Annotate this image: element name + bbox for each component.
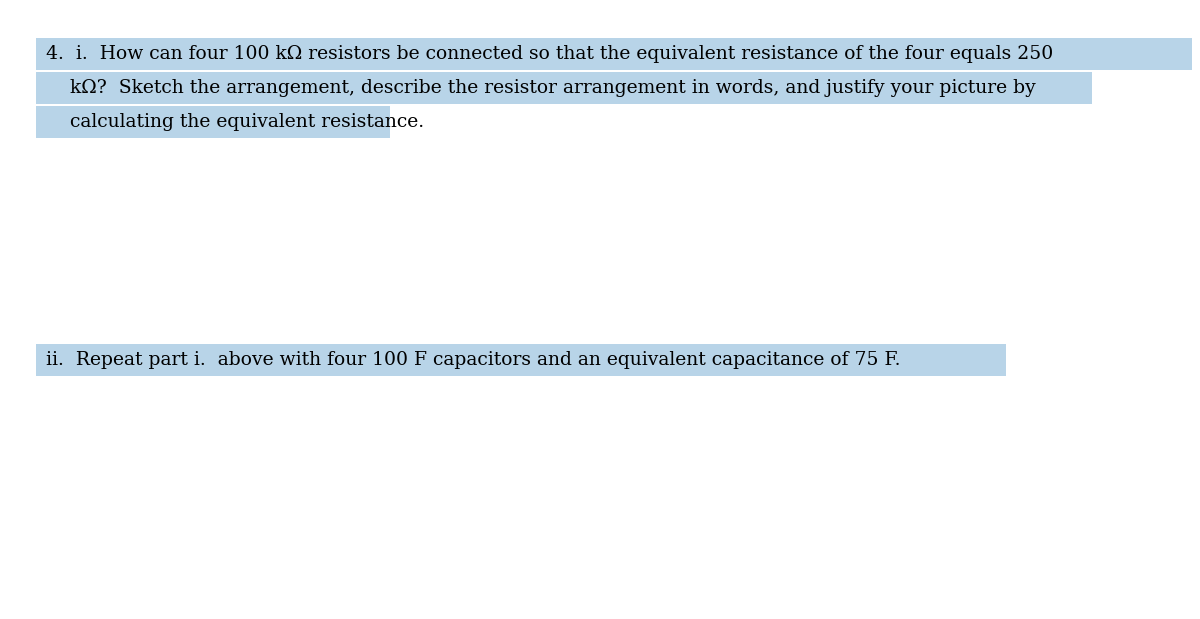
Bar (36, 344, 1006, 376)
Text: kΩ?  Sketch the arrangement, describe the resistor arrangement in words, and jus: kΩ? Sketch the arrangement, describe the… (46, 79, 1036, 97)
Bar (36, 38, 1192, 70)
Bar (36, 106, 390, 138)
Bar (36, 72, 1092, 104)
Text: 4.  i.  How can four 100 kΩ resistors be connected so that the equivalent resist: 4. i. How can four 100 kΩ resistors be c… (46, 45, 1052, 63)
Text: ii.  Repeat part i.  above with four 100 F capacitors and an equivalent capacita: ii. Repeat part i. above with four 100 F… (46, 351, 900, 369)
Text: calculating the equivalent resistance.: calculating the equivalent resistance. (46, 113, 424, 131)
